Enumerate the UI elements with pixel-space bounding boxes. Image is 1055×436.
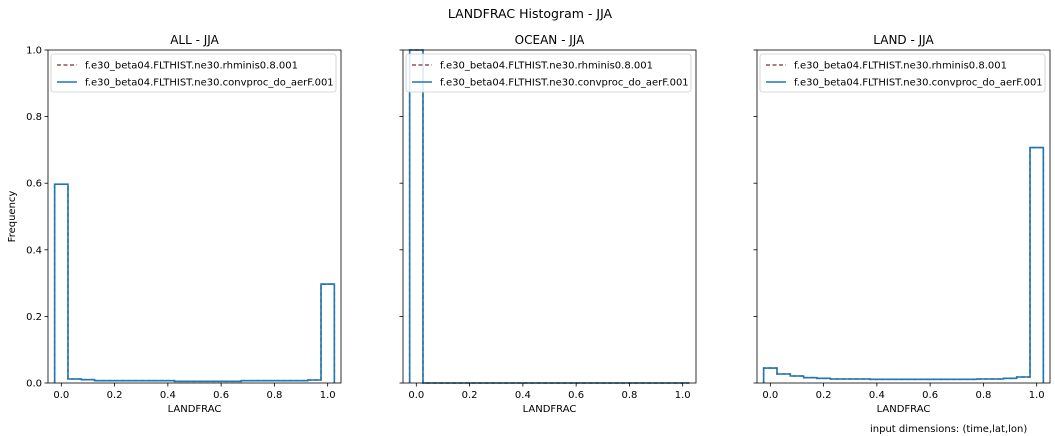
x-axis-label: LANDFRAC <box>523 404 577 415</box>
histogram-panel: 0.0 0.2 0.4 0.6 0.8 1.0 0.0 0.2 0.4 0.6 0.8 1.0 ALL … <box>7 33 342 415</box>
figure-title: LANDFRAC Histogram - JJA <box>448 6 613 21</box>
panel-title: OCEAN - JJA <box>515 33 585 47</box>
x-axis-label: LANDFRAC <box>168 404 222 415</box>
axes-frame <box>402 49 697 384</box>
x-tick-label: 0.0 <box>53 390 69 401</box>
histogram-series-convproc <box>53 183 336 383</box>
y-axis-label: Frequency <box>7 191 18 243</box>
y-tick-label: 0.6 <box>26 179 42 190</box>
histogram-panel: 0.0 0.2 0.4 0.6 0.8 1.0 LAND - JJA LANDFRAC f.e3… <box>753 33 1051 415</box>
x-tick-label: 0.6 <box>922 390 938 401</box>
y-tick-label: 0.4 <box>26 245 42 256</box>
legend-box <box>405 53 692 93</box>
histogram-series-convproc <box>762 146 1045 383</box>
input-dimensions-note: input dimensions: (time,lat,lon) <box>870 424 1027 435</box>
x-tick-label: 0.4 <box>160 390 176 401</box>
x-tick-label: 1.0 <box>1029 390 1045 401</box>
x-tick-label: 0.2 <box>816 390 832 401</box>
y-tick-label: 0.0 <box>26 379 42 390</box>
x-tick-label: 0.8 <box>621 390 637 401</box>
x-tick-label: 0.4 <box>515 390 531 401</box>
axes-frame <box>47 49 342 384</box>
x-tick-label: 0.8 <box>266 390 282 401</box>
legend-box <box>50 53 337 93</box>
legend-box <box>759 53 1046 93</box>
x-tick-label: 0.0 <box>408 390 424 401</box>
legend-label: f.e30_beta04.FLTHIST.ne30.convproc_do_ae… <box>85 78 334 89</box>
x-axis-label: LANDFRAC <box>877 404 931 415</box>
y-tick-label: 0.2 <box>26 312 42 323</box>
y-tick-label: 0.8 <box>26 112 42 123</box>
x-tick-label: 0.2 <box>107 390 123 401</box>
legend-label: f.e30_beta04.FLTHIST.ne30.convproc_do_ae… <box>794 78 1043 89</box>
x-tick-label: 0.6 <box>213 390 229 401</box>
histogram-panel: 0.0 0.2 0.4 0.6 0.8 1.0 OCEAN - JJA LANDFRAC f.e… <box>399 33 697 415</box>
x-tick-label: 0.8 <box>975 390 991 401</box>
axes-frame <box>756 49 1051 384</box>
x-tick-label: 1.0 <box>320 390 336 401</box>
x-tick-label: 0.4 <box>869 390 885 401</box>
legend-label: f.e30_beta04.FLTHIST.ne30.rhminis0.8.001 <box>794 61 1007 72</box>
y-tick-label: 1.0 <box>26 46 42 57</box>
panel-title: LAND - JJA <box>873 33 934 47</box>
x-tick-label: 0.2 <box>462 390 478 401</box>
panel-title: ALL - JJA <box>170 33 219 47</box>
legend-label: f.e30_beta04.FLTHIST.ne30.rhminis0.8.001 <box>85 61 298 72</box>
legend-label: f.e30_beta04.FLTHIST.ne30.rhminis0.8.001 <box>440 61 653 72</box>
legend-label: f.e30_beta04.FLTHIST.ne30.convproc_do_ae… <box>440 78 689 89</box>
x-tick-label: 0.6 <box>568 390 584 401</box>
x-tick-label: 0.0 <box>762 390 778 401</box>
x-tick-label: 1.0 <box>675 390 691 401</box>
